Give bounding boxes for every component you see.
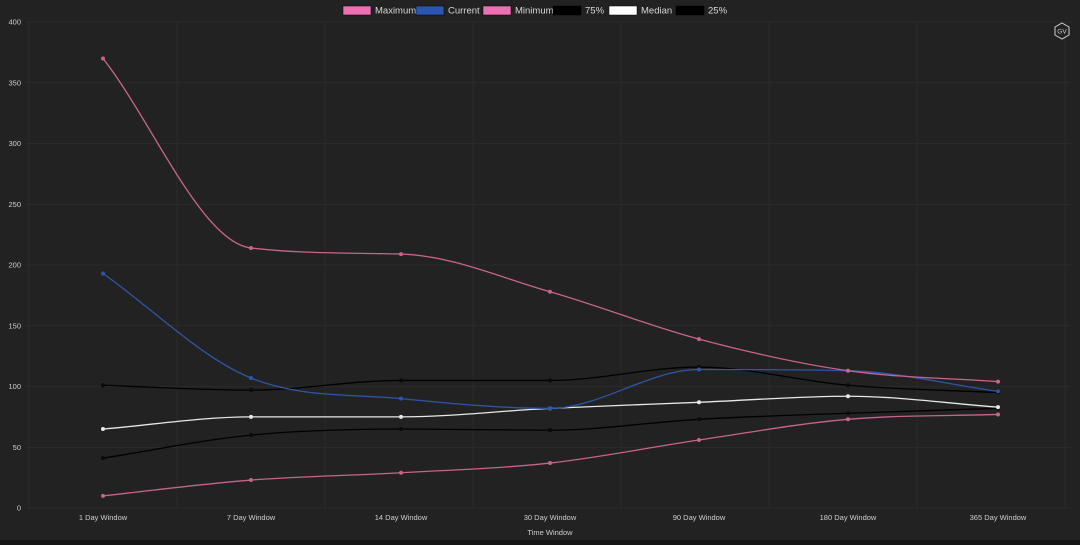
data-point [697,367,701,372]
data-point [399,414,403,419]
data-point [548,406,552,411]
series-maximum [101,56,1000,384]
data-point [249,433,253,438]
legend-swatch [552,5,582,16]
data-point [399,427,403,432]
legend-swatch [342,5,372,16]
legend-label: 25% [708,6,728,17]
y-tick-label: 300 [8,139,21,148]
legend-label: Current [448,6,480,17]
data-point [846,383,850,388]
data-point [846,417,850,422]
grid [27,21,1073,509]
legend-item-minimum[interactable]: Minimum [482,5,554,17]
legend-item-25pct[interactable]: 25% [675,5,728,17]
y-tick-label: 50 [13,443,21,452]
data-point [101,427,105,432]
x-axis: 1 Day Window 7 Day Window 14 Day Window 30 … [79,513,1027,522]
x-tick-label: 1 Day Window [79,513,128,522]
y-tick-label: 200 [8,261,21,270]
y-axis: 0 50 100 150 200 250 300 350 400 [8,18,21,513]
x-axis-title: Time Window [527,528,573,537]
data-point [697,400,701,405]
series-25pct [101,406,1000,461]
legend-swatch [482,5,512,16]
data-point [548,428,552,433]
y-tick-label: 0 [17,504,21,513]
legend-label: Maximum [375,6,416,17]
x-tick-label: 30 Day Window [524,513,577,522]
series-line [102,407,999,459]
data-point [101,456,105,461]
legend-item-median[interactable]: Median [608,5,672,17]
y-tick-label: 250 [8,200,21,209]
series-line [102,272,999,410]
data-point [101,383,105,388]
data-point [101,493,105,498]
data-point [399,378,403,383]
legend-label: Median [641,6,672,17]
legend-swatch [608,5,638,16]
data-point [846,411,850,416]
legend-item-current[interactable]: Current [415,5,480,17]
series [101,56,1000,498]
bottom-edge [0,540,1080,545]
data-point [846,368,850,373]
legend-swatch [675,5,705,16]
data-point [996,412,1000,417]
x-tick-label: 7 Day Window [227,513,276,522]
data-point [399,252,403,257]
data-point [101,56,105,61]
legend[interactable]: Maximum Current Minimum 75% Median 25% [342,5,728,17]
data-point [399,396,403,401]
data-point [249,414,253,419]
data-point [548,378,552,383]
legend-item-maximum[interactable]: Maximum [342,5,416,17]
data-point [249,388,253,393]
data-point [249,245,253,250]
series-line [102,413,999,497]
x-tick-label: 365 Day Window [970,513,1027,522]
data-point [101,271,105,276]
hexagon-icon [1054,22,1070,40]
gv-badge[interactable]: GV [1054,22,1070,40]
data-point [548,289,552,294]
y-tick-label: 350 [8,78,21,87]
data-point [846,394,850,399]
series-minimum [101,412,1000,498]
series-line [102,58,999,383]
x-tick-label: 90 Day Window [673,513,726,522]
legend-item-75pct[interactable]: 75% [552,5,605,17]
y-tick-label: 400 [8,18,21,27]
data-point [697,437,701,442]
data-point [697,337,701,342]
data-point [249,375,253,380]
data-point [996,405,1000,410]
data-point [249,478,253,483]
legend-label: Minimum [515,6,554,17]
legend-label: 75% [585,6,605,17]
data-point [996,379,1000,384]
x-tick-label: 14 Day Window [375,513,428,522]
legend-swatch [415,5,445,16]
badge-text: GV [1057,29,1067,36]
x-tick-label: 180 Day Window [820,513,877,522]
y-tick-label: 150 [8,321,21,330]
y-tick-label: 100 [8,382,21,391]
data-point [697,417,701,422]
series-75pct [101,365,1000,395]
data-point [399,470,403,475]
data-point [548,461,552,466]
data-point [996,389,1000,394]
